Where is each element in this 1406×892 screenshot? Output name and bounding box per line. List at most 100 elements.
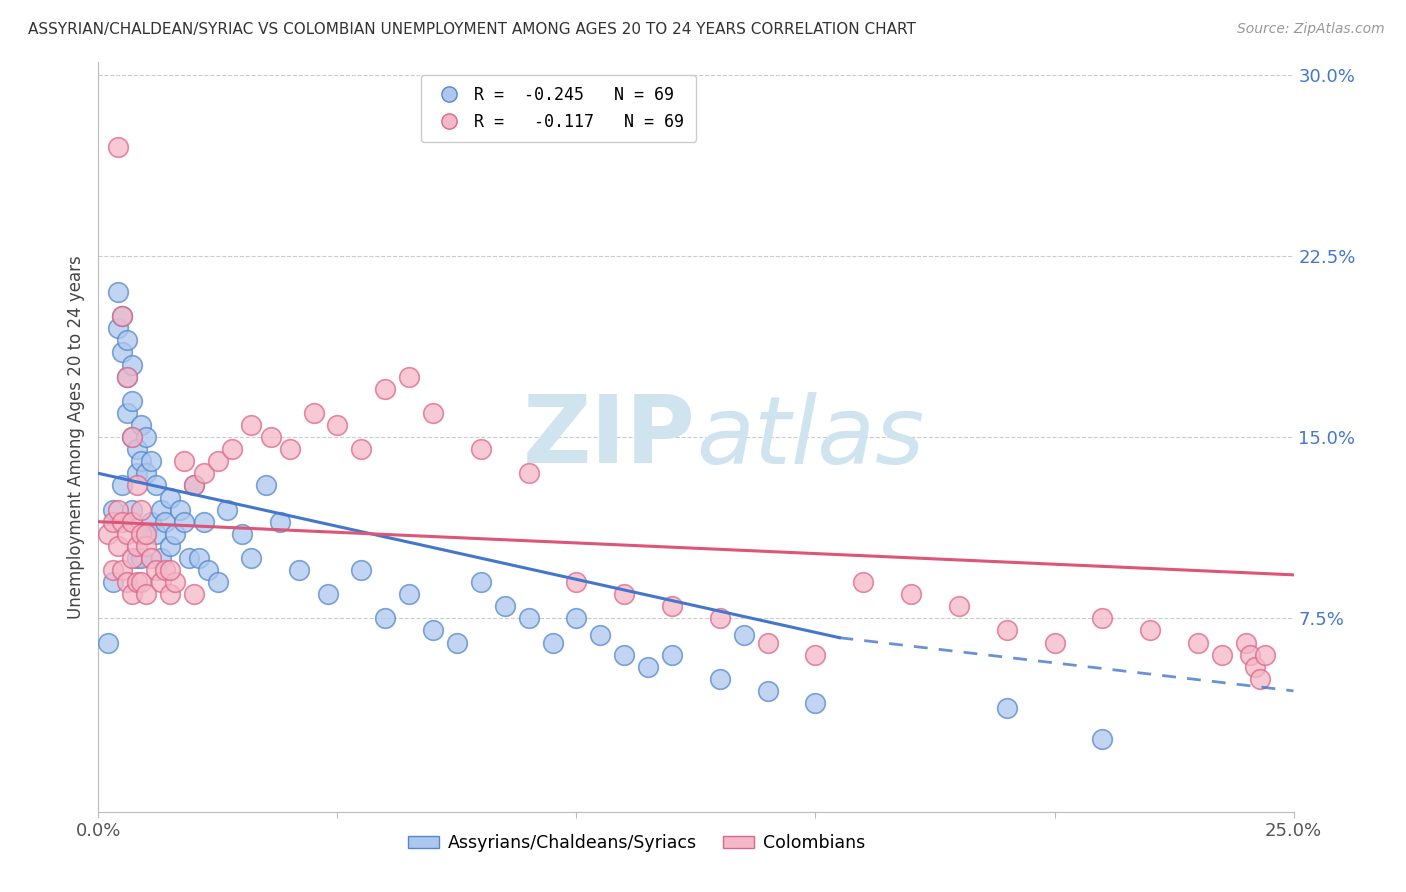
Point — [1234, 635, 1257, 649]
Point — [135, 467, 157, 481]
Point — [121, 393, 143, 408]
Point — [121, 502, 143, 516]
Point — [1187, 635, 1209, 649]
Point — [163, 526, 186, 541]
Point — [193, 515, 215, 529]
Point — [374, 382, 396, 396]
Point — [193, 467, 215, 481]
Point — [101, 575, 124, 590]
Y-axis label: Unemployment Among Ages 20 to 24 years: Unemployment Among Ages 20 to 24 years — [66, 255, 84, 619]
Point — [398, 369, 420, 384]
Point — [173, 454, 195, 468]
Point — [111, 563, 134, 577]
Point — [155, 515, 177, 529]
Point — [101, 563, 124, 577]
Point — [111, 515, 134, 529]
Text: ASSYRIAN/CHALDEAN/SYRIAC VS COLOMBIAN UNEMPLOYMENT AMONG AGES 20 TO 24 YEARS COR: ASSYRIAN/CHALDEAN/SYRIAC VS COLOMBIAN UN… — [28, 22, 915, 37]
Point — [254, 478, 277, 492]
Point — [995, 624, 1018, 638]
Point — [207, 454, 229, 468]
Point — [173, 515, 195, 529]
Point — [97, 635, 120, 649]
Point — [125, 550, 148, 565]
Point — [804, 696, 827, 710]
Point — [115, 334, 138, 348]
Point — [852, 575, 875, 590]
Point — [661, 648, 683, 662]
Text: atlas: atlas — [696, 392, 924, 483]
Point — [101, 515, 124, 529]
Point — [115, 526, 138, 541]
Point — [565, 575, 588, 590]
Point — [149, 575, 172, 590]
Point — [111, 478, 134, 492]
Point — [1139, 624, 1161, 638]
Point — [121, 430, 143, 444]
Point — [804, 648, 827, 662]
Point — [149, 550, 172, 565]
Point — [107, 539, 129, 553]
Point — [1211, 648, 1233, 662]
Point — [613, 648, 636, 662]
Point — [121, 587, 143, 601]
Point — [278, 442, 301, 457]
Point — [163, 575, 186, 590]
Point — [240, 417, 263, 432]
Point — [709, 611, 731, 625]
Point — [350, 563, 373, 577]
Point — [115, 406, 138, 420]
Point — [139, 550, 162, 565]
Point — [169, 502, 191, 516]
Point — [125, 478, 148, 492]
Point — [398, 587, 420, 601]
Point — [135, 526, 157, 541]
Point — [145, 526, 167, 541]
Point — [661, 599, 683, 614]
Point — [135, 526, 157, 541]
Point — [131, 526, 153, 541]
Point — [107, 502, 129, 516]
Point — [517, 467, 540, 481]
Point — [159, 491, 181, 505]
Point — [288, 563, 311, 577]
Point — [1091, 732, 1114, 747]
Point — [115, 575, 138, 590]
Point — [107, 140, 129, 154]
Point — [101, 502, 124, 516]
Point — [159, 539, 181, 553]
Point — [637, 659, 659, 673]
Point — [149, 502, 172, 516]
Point — [470, 442, 492, 457]
Point — [240, 550, 263, 565]
Point — [187, 550, 209, 565]
Point — [948, 599, 970, 614]
Point — [231, 526, 253, 541]
Point — [121, 550, 143, 565]
Point — [125, 442, 148, 457]
Point — [131, 417, 153, 432]
Point — [422, 406, 444, 420]
Point — [179, 550, 201, 565]
Point — [139, 515, 162, 529]
Point — [1254, 648, 1277, 662]
Point — [135, 430, 157, 444]
Point — [183, 478, 205, 492]
Point — [1249, 672, 1271, 686]
Point — [111, 310, 134, 324]
Point — [517, 611, 540, 625]
Point — [589, 628, 612, 642]
Point — [97, 526, 120, 541]
Point — [756, 684, 779, 698]
Point — [115, 369, 138, 384]
Point — [709, 672, 731, 686]
Point — [135, 587, 157, 601]
Point — [135, 539, 157, 553]
Point — [613, 587, 636, 601]
Point — [756, 635, 779, 649]
Point — [111, 345, 134, 359]
Point — [1244, 659, 1267, 673]
Point — [221, 442, 243, 457]
Point — [316, 587, 339, 601]
Point — [995, 700, 1018, 714]
Point — [139, 454, 162, 468]
